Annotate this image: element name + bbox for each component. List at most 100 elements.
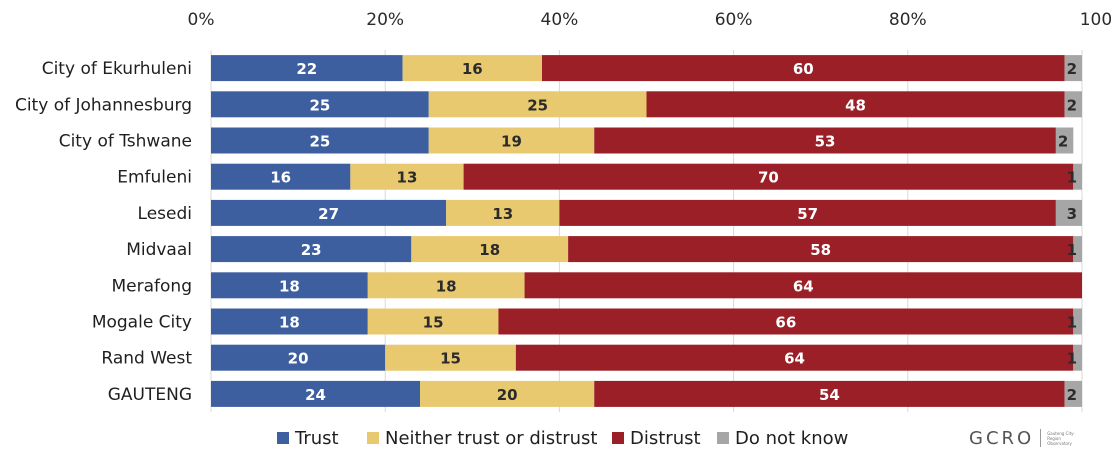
data-label: 64: [784, 350, 805, 368]
data-label: 16: [270, 169, 291, 187]
data-label: 15: [440, 350, 461, 368]
bar-segment: [350, 163, 464, 190]
data-label: 1: [1067, 350, 1077, 368]
legend-label: Neither trust or distrust: [385, 428, 597, 449]
category-label: Merafong: [112, 276, 192, 296]
bar-segment: [524, 272, 1082, 299]
data-label: 64: [793, 277, 814, 295]
category-label: City of Tshwane: [59, 132, 192, 152]
logo-mark: GCRO: [969, 427, 1035, 449]
bars: 22 16 60 225 25 48 225 19 53 216 13 70 127 13 57 323 18 5…: [211, 55, 1082, 407]
data-label: 24: [305, 386, 326, 404]
bar-segment: [367, 308, 499, 335]
bar-segment: [211, 127, 429, 154]
x-tick-label: 80%: [889, 10, 927, 30]
data-label: 18: [479, 241, 500, 259]
data-label: 25: [309, 96, 330, 114]
data-label: 15: [423, 314, 444, 332]
bar-segment: [211, 91, 429, 118]
data-label: 53: [815, 133, 836, 151]
bar-segment: [594, 127, 1056, 154]
bar-segment: [211, 308, 368, 335]
x-tick-label: 100%: [1080, 10, 1111, 30]
data-label: 70: [758, 169, 779, 187]
data-label: 2: [1067, 60, 1077, 78]
data-label: 2: [1067, 386, 1077, 404]
category-label: City of Johannesburg: [15, 95, 192, 115]
legend-swatch: [717, 432, 729, 444]
bar-segment: [541, 55, 1065, 82]
bar-segment: [411, 236, 569, 263]
category-label: Mogale City: [92, 313, 192, 333]
category-label: City of Ekurhuleni: [42, 59, 192, 79]
bar-segment: [211, 236, 412, 263]
data-label: 16: [462, 60, 483, 78]
data-label: 13: [492, 205, 513, 223]
bar-segment: [446, 199, 560, 226]
data-label: 18: [279, 277, 300, 295]
bar-segment: [463, 163, 1074, 190]
bar-segment: [568, 236, 1074, 263]
bar-segment: [559, 199, 1056, 226]
data-label: 25: [309, 133, 330, 151]
bar-segment: [1055, 127, 1074, 154]
data-label: 20: [497, 386, 518, 404]
bar-segment: [211, 380, 421, 407]
legend-label: Do not know: [735, 428, 848, 449]
data-label: 13: [397, 169, 418, 187]
data-label: 66: [775, 314, 796, 332]
data-label: 27: [318, 205, 339, 223]
category-label: Lesedi: [138, 204, 192, 224]
logo-subtext: Gauteng City-Region Observatory: [1047, 430, 1075, 446]
bar-segment: [646, 91, 1065, 118]
category-label: GAUTENG: [108, 385, 192, 405]
x-tick-label: 0%: [188, 10, 215, 30]
bar-segment: [1073, 163, 1082, 190]
data-label: 22: [296, 60, 317, 78]
bar-segment: [515, 344, 1074, 371]
bar-segment: [1064, 380, 1082, 407]
bar-segment: [1064, 91, 1082, 118]
data-label: 48: [845, 96, 866, 114]
x-tick-label: 20%: [366, 10, 404, 30]
bar-segment: [428, 91, 647, 118]
legend-label: Distrust: [630, 428, 701, 449]
category-label: Emfuleni: [117, 168, 192, 188]
bar-segment: [1064, 55, 1082, 82]
data-label: 54: [819, 386, 840, 404]
data-label: 23: [301, 241, 322, 259]
x-tick-label: 60%: [715, 10, 753, 30]
bar-segment: [211, 199, 447, 226]
bar-segment: [211, 344, 386, 371]
data-label: 57: [797, 205, 818, 223]
logo-divider: [1040, 429, 1042, 447]
bar-segment: [1073, 236, 1082, 263]
data-label: 2: [1058, 133, 1068, 151]
legend-swatch: [277, 432, 289, 444]
data-label: 58: [810, 241, 831, 259]
legend-label: Trust: [294, 428, 339, 449]
bar-segment: [211, 55, 403, 82]
legend-swatch: [612, 432, 624, 444]
data-label: 1: [1067, 241, 1077, 259]
bar-segment: [211, 163, 351, 190]
bar-segment: [420, 380, 595, 407]
x-axis-ticks: 0% 20% 40% 60% 80% 100%: [188, 10, 1111, 30]
data-label: 2: [1067, 96, 1077, 114]
data-label: 20: [288, 350, 309, 368]
bar-segment: [1073, 308, 1082, 335]
data-label: 18: [279, 314, 300, 332]
data-label: 60: [793, 60, 814, 78]
gcro-logo: GCRO Gauteng City-Region Observatory: [969, 426, 1081, 450]
bar-segment: [1055, 199, 1082, 226]
data-label: 19: [501, 133, 522, 151]
bar-segment: [1073, 344, 1082, 371]
bar-segment: [402, 55, 542, 82]
data-label: 25: [527, 96, 548, 114]
bar-segment: [211, 272, 368, 299]
legend: Trust Neither trust or distrust Distrust Do…: [277, 428, 848, 449]
bar-segment: [428, 127, 595, 154]
data-label: 3: [1067, 205, 1077, 223]
bar-segment: [594, 380, 1065, 407]
